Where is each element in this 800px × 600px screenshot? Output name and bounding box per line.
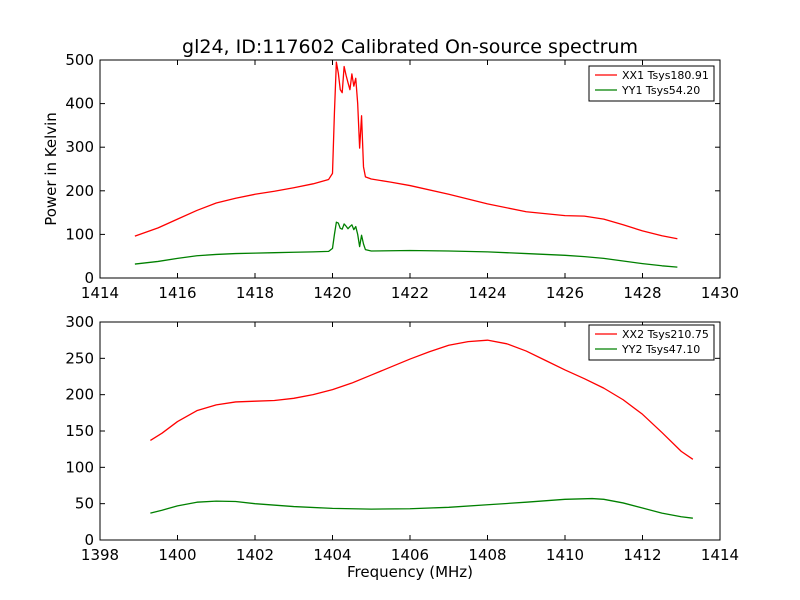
- chart-title: gl24, ID:117602 Calibrated On-source spe…: [182, 36, 638, 58]
- x-tick-label: 1414: [701, 546, 739, 564]
- x-tick-label: 1406: [391, 546, 429, 564]
- legend-entry: XX2 Tsys210.75: [622, 328, 709, 341]
- y-tick-label: 250: [65, 349, 94, 367]
- y-tick-label: 300: [65, 138, 94, 156]
- y-tick-label: 100: [65, 225, 94, 243]
- y-tick-label: 50: [75, 495, 94, 513]
- x-tick-label: 1404: [313, 546, 351, 564]
- legend-entry: YY1 Tsys54.20: [621, 84, 700, 97]
- y-tick-label: 500: [65, 51, 94, 69]
- y-tick-label: 200: [65, 386, 94, 404]
- x-tick-label: 1428: [623, 284, 661, 302]
- series-line-1: [150, 339, 694, 460]
- x-tick-label: 1430: [701, 284, 739, 302]
- series-line-2: [134, 221, 678, 268]
- legend-entry: YY2 Tsys47.10: [621, 343, 700, 356]
- legend-entry: XX1 Tsys180.91: [622, 69, 709, 82]
- y-tick-label: 200: [65, 182, 94, 200]
- x-tick-label: 1412: [623, 546, 661, 564]
- bottom-panel: Frequency (MHz) 1398 1400 1402 1404 1406 1408…: [65, 313, 739, 581]
- bottom-plot-area: 1398 1400 1402 1404 1406 1408 1410 1412 1414 0 50 1…: [65, 313, 739, 564]
- x-tick-label: 1424: [468, 284, 506, 302]
- x-tick-label: 1400: [158, 546, 196, 564]
- legend-box: [588, 324, 715, 361]
- x-tick-label: 1398: [81, 546, 119, 564]
- y-tick-label: 0: [84, 531, 94, 549]
- x-tick-label: 1426: [546, 284, 584, 302]
- x-tick-label: 1410: [546, 546, 584, 564]
- y-axis-label: Power in Kelvin: [42, 112, 60, 226]
- x-tick-label: 1418: [236, 284, 274, 302]
- series-line-2: [150, 497, 693, 519]
- series-line-1: [134, 61, 678, 240]
- x-axis-label: Frequency (MHz): [347, 563, 473, 581]
- y-tick-label: 150: [65, 422, 94, 440]
- x-tick-label: 1408: [468, 546, 506, 564]
- x-tick-label: 1414: [81, 284, 119, 302]
- y-tick-label: 100: [65, 458, 94, 476]
- legend-box: [588, 65, 715, 102]
- x-tick-label: 1416: [158, 284, 196, 302]
- x-tick-label: 1420: [313, 284, 351, 302]
- y-tick-label: 0: [84, 269, 94, 287]
- bottom-legend: XX2 Tsys210.75 YY2 Tsys47.10: [588, 324, 715, 361]
- top-plot-area: 1414 1416 1418 1420 1422 1424 1426 1428 1430 0 100…: [65, 51, 739, 302]
- x-tick-label: 1422: [391, 284, 429, 302]
- y-tick-label: 400: [65, 95, 94, 113]
- y-tick-label: 300: [65, 313, 94, 331]
- top-legend: XX1 Tsys180.91 YY1 Tsys54.20: [588, 65, 715, 102]
- top-panel: gl24, ID:117602 Calibrated On-source spe…: [42, 36, 739, 302]
- x-tick-label: 1402: [236, 546, 274, 564]
